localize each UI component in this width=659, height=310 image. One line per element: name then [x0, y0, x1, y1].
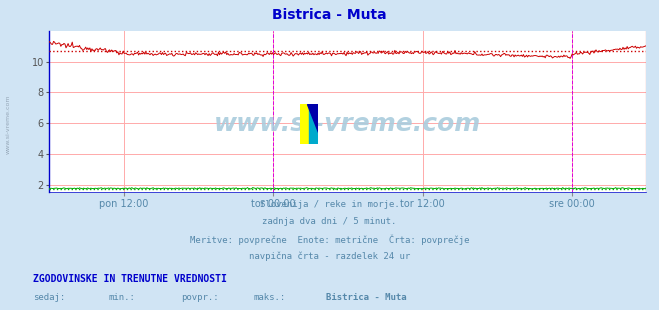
Text: min.:: min.: — [109, 293, 136, 302]
Bar — [300, 104, 309, 144]
Text: maks.:: maks.: — [254, 293, 286, 302]
Text: www.si-vreme.com: www.si-vreme.com — [214, 113, 481, 136]
Text: Slovenija / reke in morje.: Slovenija / reke in morje. — [260, 200, 399, 209]
Text: Bistrica - Muta: Bistrica - Muta — [272, 8, 387, 22]
Text: www.si-vreme.com: www.si-vreme.com — [5, 94, 11, 154]
Bar — [309, 104, 318, 144]
Text: zadnja dva dni / 5 minut.: zadnja dva dni / 5 minut. — [262, 217, 397, 226]
Polygon shape — [307, 104, 318, 132]
Text: sedaj:: sedaj: — [33, 293, 65, 302]
Text: ZGODOVINSKE IN TRENUTNE VREDNOSTI: ZGODOVINSKE IN TRENUTNE VREDNOSTI — [33, 274, 227, 284]
Text: povpr.:: povpr.: — [181, 293, 219, 302]
Text: Meritve: povprečne  Enote: metrične  Črta: povprečje: Meritve: povprečne Enote: metrične Črta:… — [190, 234, 469, 245]
Text: Bistrica - Muta: Bistrica - Muta — [326, 293, 407, 302]
Text: navpična črta - razdelek 24 ur: navpična črta - razdelek 24 ur — [249, 251, 410, 261]
